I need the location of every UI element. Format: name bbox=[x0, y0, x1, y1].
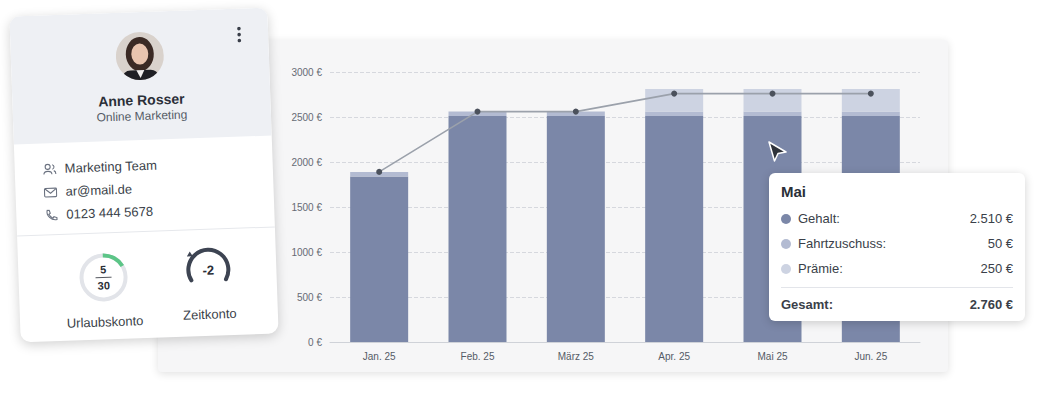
svg-text:Apr. 25: Apr. 25 bbox=[658, 351, 690, 362]
html-text:2.510 €: 2.510 € bbox=[969, 211, 1013, 226]
svg-text:5: 5 bbox=[100, 263, 107, 275]
svg-text:Mai 25: Mai 25 bbox=[757, 351, 787, 362]
svg-text:0 €: 0 € bbox=[308, 337, 322, 348]
html-text:Prämie:: Prämie: bbox=[798, 261, 843, 276]
svg-text:3000 €: 3000 € bbox=[291, 67, 322, 78]
svg-text:Jun. 25: Jun. 25 bbox=[854, 351, 887, 362]
svg-text:500 €: 500 € bbox=[297, 292, 322, 303]
svg-text:März 25: März 25 bbox=[558, 351, 595, 362]
html-text:Urlaubskonto: Urlaubskonto bbox=[66, 313, 144, 331]
svg-text:Jan. 25: Jan. 25 bbox=[363, 351, 396, 362]
svg-text:30: 30 bbox=[98, 279, 111, 291]
html-text:Online Marketing: Online Marketing bbox=[96, 107, 188, 125]
html-text:Gesamt:: Gesamt: bbox=[781, 297, 833, 312]
html-text:Anne Rosser: Anne Rosser bbox=[97, 90, 185, 110]
html-text:250 €: 250 € bbox=[980, 261, 1013, 276]
svg-text:2000 €: 2000 € bbox=[291, 157, 322, 168]
html-text:50 €: 50 € bbox=[987, 236, 1013, 251]
html-text:ar@mail.de: ar@mail.de bbox=[65, 181, 133, 199]
html-text:2.760 €: 2.760 € bbox=[969, 297, 1013, 312]
html-text:Fahrtzuschuss:: Fahrtzuschuss: bbox=[798, 236, 887, 251]
svg-text:1000 €: 1000 € bbox=[291, 247, 322, 258]
html-text:0123 444 5678: 0123 444 5678 bbox=[66, 203, 154, 222]
svg-text:2500 €: 2500 € bbox=[291, 112, 322, 123]
html-text:Mai: Mai bbox=[781, 183, 806, 200]
html-text:Zeitkonto: Zeitkonto bbox=[182, 305, 237, 323]
html-text:Marketing Team: Marketing Team bbox=[64, 157, 158, 176]
svg-text:Feb. 25: Feb. 25 bbox=[461, 351, 495, 362]
svg-text:1500 €: 1500 € bbox=[291, 202, 322, 213]
html-text:Gehalt:: Gehalt: bbox=[798, 211, 840, 226]
svg-text:-2: -2 bbox=[202, 263, 214, 278]
